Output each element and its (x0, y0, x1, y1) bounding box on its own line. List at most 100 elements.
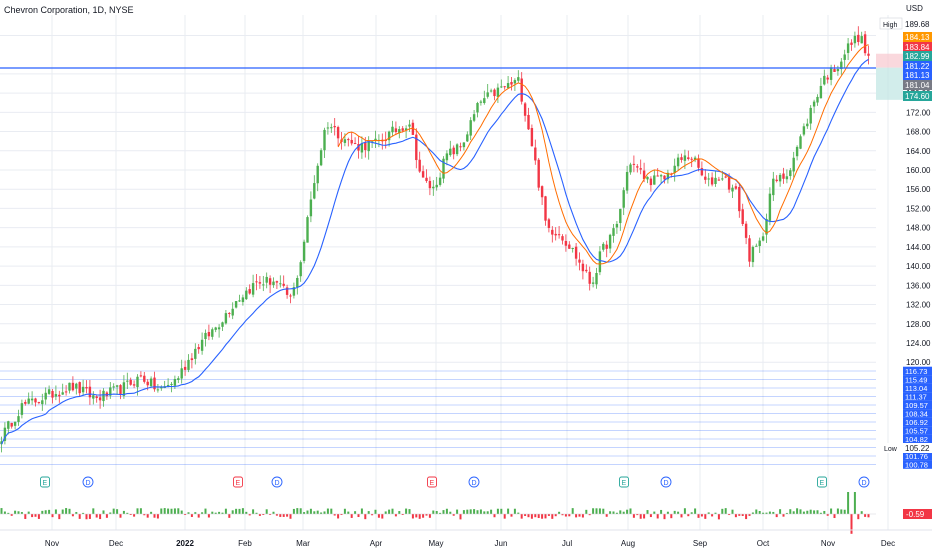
histogram-bar (612, 511, 615, 514)
histogram-bar (85, 514, 88, 520)
candle (47, 389, 51, 394)
histogram-bar (564, 514, 567, 517)
histogram-bar (850, 514, 853, 534)
histogram-bar (150, 511, 153, 514)
histogram-bar (714, 512, 717, 514)
candle (204, 332, 207, 340)
candle (207, 331, 211, 337)
level-badge-label: 100.78 (905, 461, 928, 470)
candle (251, 283, 255, 295)
level-badge (903, 383, 932, 393)
candle (183, 366, 187, 370)
histogram-bar (167, 508, 170, 514)
histogram-bar (738, 514, 741, 516)
level-badge-label: 113.04 (905, 384, 927, 393)
candle (64, 391, 68, 393)
candle (602, 243, 605, 250)
histogram-bar (337, 514, 340, 519)
histogram-bar (197, 514, 200, 518)
candle (554, 233, 557, 236)
candle (513, 80, 517, 84)
candle (268, 278, 272, 285)
histogram-bar (534, 514, 537, 518)
candle (687, 157, 690, 160)
histogram-bar (384, 511, 387, 514)
histogram-bar (547, 514, 550, 516)
time-tick-label: 2022 (176, 539, 194, 548)
histogram-bar (595, 508, 598, 514)
histogram-bar (173, 508, 176, 514)
candle (792, 157, 795, 172)
candle (41, 400, 44, 405)
dividend-marker (82, 476, 94, 488)
histogram-bar (350, 514, 353, 518)
histogram-bar (119, 514, 122, 518)
level-badge (903, 400, 932, 410)
candle (710, 177, 714, 185)
histogram-bar (258, 514, 261, 516)
histogram-bar (544, 514, 547, 519)
level-badge-label: 101.76 (905, 452, 928, 461)
candle (438, 177, 442, 185)
candle (673, 165, 676, 174)
candle (61, 392, 64, 395)
candle (588, 271, 591, 284)
candle (187, 359, 190, 370)
histogram-bar (272, 511, 275, 514)
histogram-bar (394, 514, 397, 517)
histogram-bar (122, 510, 125, 514)
candle (581, 263, 585, 272)
histogram-bar (204, 508, 207, 514)
candle (527, 114, 530, 130)
candle (3, 427, 7, 441)
histogram-bar (418, 514, 421, 519)
candle (459, 146, 462, 148)
histogram-bar (847, 492, 850, 514)
price-badge-label: 181.04 (905, 81, 930, 90)
candle (279, 283, 282, 285)
histogram-bar (14, 510, 17, 514)
histogram-bar (826, 514, 829, 516)
candle (234, 301, 238, 308)
candle (51, 390, 54, 398)
histogram-bar (537, 514, 540, 519)
low-label-box (881, 443, 902, 453)
candle (523, 103, 527, 116)
price-badge-label: 181.13 (905, 71, 930, 80)
price-badge (903, 91, 932, 101)
candle (10, 422, 13, 427)
candle (245, 290, 248, 300)
candle (799, 136, 802, 149)
histogram-bar (768, 511, 771, 514)
histogram-badge (903, 509, 932, 519)
grid-lines (0, 15, 889, 530)
histogram-bar (211, 511, 214, 514)
histogram-bar (806, 510, 809, 514)
candle (435, 184, 438, 188)
histogram-bar (269, 514, 272, 515)
candle (639, 168, 642, 170)
candle (595, 272, 598, 285)
candle (156, 389, 160, 391)
histogram-bar (248, 514, 251, 516)
price-badge-label: 181.22 (905, 62, 930, 71)
histogram-badge-label: -0.59 (906, 510, 925, 519)
level-badge-label: 105.57 (905, 427, 928, 436)
histogram-bar (163, 508, 166, 514)
candle (724, 176, 727, 178)
candle (394, 128, 398, 133)
candle (153, 377, 156, 390)
histogram-bar (31, 514, 34, 518)
histogram-bar (459, 514, 462, 520)
histogram-bar (578, 514, 581, 517)
candle (350, 139, 353, 144)
candle (653, 175, 656, 185)
candle (316, 165, 319, 184)
candle (833, 69, 836, 72)
histogram-bar (819, 512, 822, 514)
candle (744, 223, 748, 238)
candle (503, 86, 506, 88)
candle (357, 143, 360, 151)
